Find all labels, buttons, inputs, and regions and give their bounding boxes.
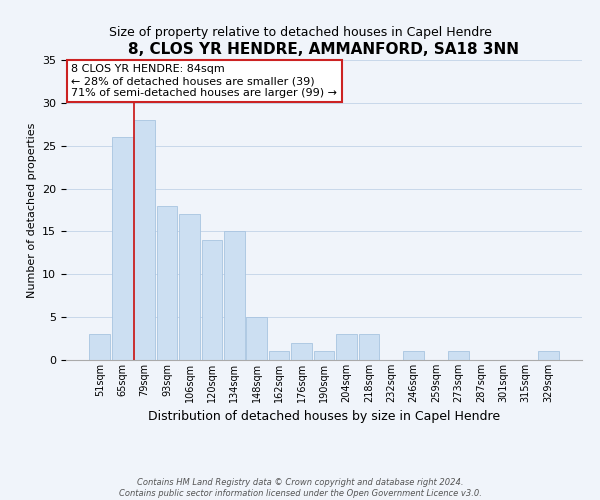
Bar — [403, 352, 424, 360]
Bar — [336, 334, 357, 360]
Bar — [202, 240, 222, 360]
Text: 8 CLOS YR HENDRE: 84sqm
← 28% of detached houses are smaller (39)
71% of semi-de: 8 CLOS YR HENDRE: 84sqm ← 28% of detache… — [71, 64, 337, 98]
Bar — [247, 317, 267, 360]
Bar — [179, 214, 200, 360]
Bar — [224, 232, 245, 360]
Bar — [89, 334, 110, 360]
Bar — [291, 343, 312, 360]
Bar — [134, 120, 155, 360]
Bar — [314, 352, 334, 360]
Bar — [157, 206, 178, 360]
Bar — [538, 352, 559, 360]
Bar — [359, 334, 379, 360]
Y-axis label: Number of detached properties: Number of detached properties — [26, 122, 37, 298]
Text: Size of property relative to detached houses in Capel Hendre: Size of property relative to detached ho… — [109, 26, 491, 39]
Bar — [269, 352, 289, 360]
Title: 8, CLOS YR HENDRE, AMMANFORD, SA18 3NN: 8, CLOS YR HENDRE, AMMANFORD, SA18 3NN — [128, 42, 520, 58]
X-axis label: Distribution of detached houses by size in Capel Hendre: Distribution of detached houses by size … — [148, 410, 500, 424]
Text: Contains HM Land Registry data © Crown copyright and database right 2024.
Contai: Contains HM Land Registry data © Crown c… — [119, 478, 481, 498]
Bar — [112, 137, 133, 360]
Bar — [448, 352, 469, 360]
